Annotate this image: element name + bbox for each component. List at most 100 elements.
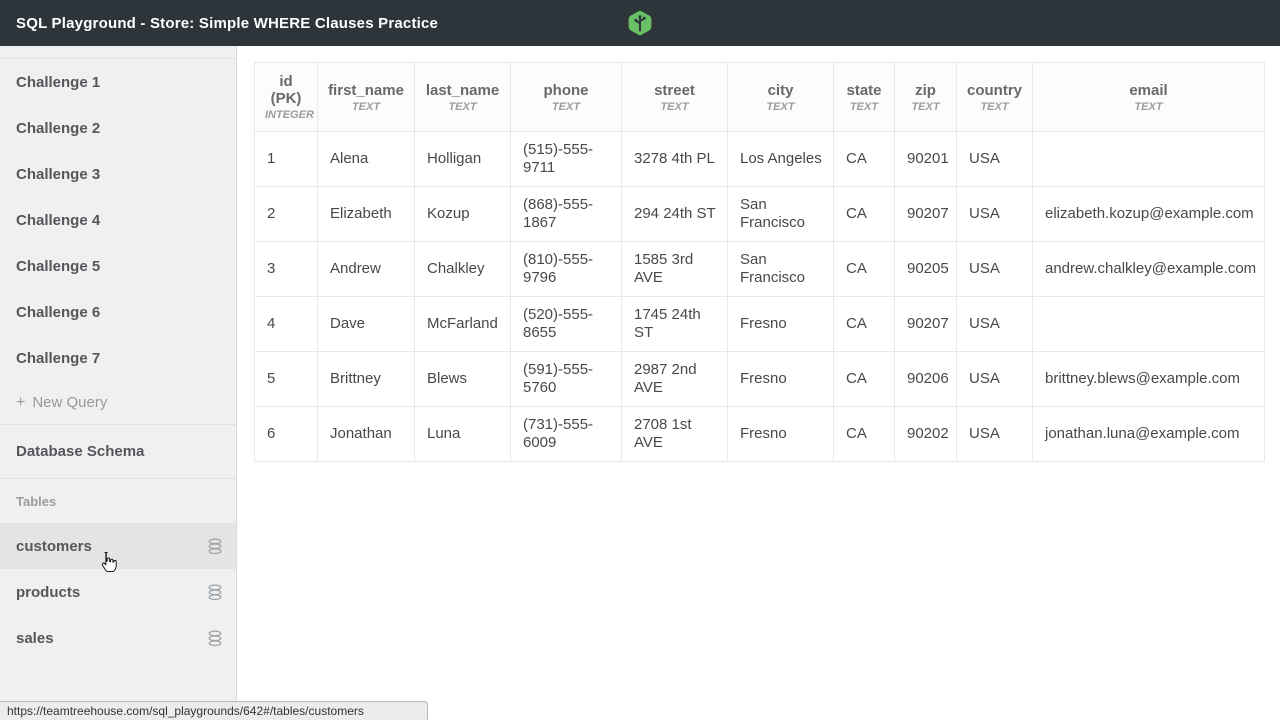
sidebar-item-challenge-4[interactable]: Challenge 4 [16,211,101,229]
cell-street: 294 24th ST [621,186,728,242]
cell-city: Fresno [727,351,834,407]
column-type: INTEGER [265,109,314,121]
cell-zip: 90207 [894,186,957,242]
sidebar-table-products[interactable]: products [0,569,236,615]
plus-icon: + [16,393,26,411]
cell-state: CA [833,351,895,407]
column-name: first_name [328,81,404,99]
cell-zip: 90202 [894,406,957,462]
sidebar: Challenge 1 Challenge 2 Challenge 3 Challen… [0,46,237,720]
cell-last_name: Holligan [414,131,511,187]
cell-first_name: Elizabeth [317,186,415,242]
column-type: TEXT [766,100,795,113]
cell-country: USA [956,296,1033,352]
column-header-state: state TEXT [833,62,895,132]
column-type: TEXT [911,100,940,113]
cell-last_name: Chalkley [414,241,511,297]
column-name: phone [543,81,589,99]
cell-email: andrew.chalkley@example.com [1032,241,1265,297]
cell-country: USA [956,131,1033,187]
column-header-id: id (PK) INTEGER [254,62,318,132]
table-name-label: customers [16,537,92,555]
database-icon [207,630,223,647]
column-name: last_name [425,81,500,99]
cell-id: 6 [254,406,318,462]
window-title: SQL Playground - Store: Simple WHERE Cla… [16,14,439,32]
column-header-last_name: last_name TEXT [414,62,511,132]
column-name: street [654,81,695,99]
database-icon [207,584,223,601]
cell-country: USA [956,241,1033,297]
cell-phone: (520)-555-8655 [510,296,622,352]
cell-zip: 90206 [894,351,957,407]
cell-city: San Francisco [727,186,834,242]
cell-last_name: Luna [414,406,511,462]
cell-first_name: Dave [317,296,415,352]
cell-street: 2708 1st AVE [621,406,728,462]
page-body: Challenge 1 Challenge 2 Challenge 3 Challen… [0,46,1280,720]
table-row: 2 Elizabeth Kozup (868)-555-1867 294 24th ST… [254,186,1265,242]
challenge-list: Challenge 1 Challenge 2 Challenge 3 Challen… [0,58,236,381]
cell-last_name: Blews [414,351,511,407]
column-header-country: country TEXT [956,62,1033,132]
cell-id: 1 [254,131,318,187]
cell-street: 1585 3rd AVE [621,241,728,297]
status-url-tooltip: https://teamtreehouse.com/sql_playground… [0,701,428,720]
cell-email: brittney.blews@example.com [1032,351,1265,407]
cell-first_name: Brittney [317,351,415,407]
column-name: zip [915,81,936,99]
cell-email [1032,296,1265,352]
treehouse-logo-icon[interactable] [628,10,652,36]
cell-email: jonathan.luna@example.com [1032,406,1265,462]
cell-first_name: Jonathan [317,406,415,462]
sidebar-item-challenge-7[interactable]: Challenge 7 [16,349,101,367]
sidebar-item-challenge-2[interactable]: Challenge 2 [16,119,101,137]
cell-zip: 90201 [894,131,957,187]
sidebar-item-challenge-1[interactable]: Challenge 1 [16,73,101,91]
cell-zip: 90205 [894,241,957,297]
column-name: email [1129,81,1168,99]
sidebar-item-challenge-5[interactable]: Challenge 5 [16,257,101,275]
cell-phone: (810)-555-9796 [510,241,622,297]
cell-city: Fresno [727,406,834,462]
cell-street: 2987 2nd AVE [621,351,728,407]
column-header-zip: zip TEXT [894,62,957,132]
cell-state: CA [833,131,895,187]
sidebar-table-customers[interactable]: customers [0,523,236,569]
column-type: TEXT [1134,100,1163,113]
new-query-button[interactable]: + New Query [0,381,236,425]
sidebar-table-sales[interactable]: sales [0,615,236,661]
table-row: 5 Brittney Blews (591)-555-5760 2987 2nd AVE… [254,351,1265,407]
cell-street: 1745 24th ST [621,296,728,352]
column-name: country [967,81,1023,99]
cell-street: 3278 4th PL [621,131,728,187]
cell-zip: 90207 [894,296,957,352]
cell-email: elizabeth.kozup@example.com [1032,186,1265,242]
cell-city: San Francisco [727,241,834,297]
cell-first_name: Andrew [317,241,415,297]
table-row: 6 Jonathan Luna (731)-555-6009 2708 1st AVE F… [254,406,1265,462]
column-header-first_name: first_name TEXT [317,62,415,132]
column-header-email: email TEXT [1032,62,1265,132]
cell-phone: (515)-555-9711 [510,131,622,187]
cell-country: USA [956,406,1033,462]
tables-section-label: Tables [16,493,57,509]
cell-city: Fresno [727,296,834,352]
table-row: 4 Dave McFarland (520)-555-8655 1745 24th ST… [254,296,1265,352]
table-row: 3 Andrew Chalkley (810)-555-9796 1585 3rd AV… [254,241,1265,297]
column-header-city: city TEXT [727,62,834,132]
database-icon [207,538,223,555]
cell-phone: (868)-555-1867 [510,186,622,242]
cell-id: 3 [254,241,318,297]
column-header-phone: phone TEXT [510,62,622,132]
cell-last_name: McFarland [414,296,511,352]
column-type: TEXT [849,100,879,113]
column-type: TEXT [980,100,1009,113]
cell-id: 2 [254,186,318,242]
cell-email [1032,131,1265,187]
sidebar-item-challenge-3[interactable]: Challenge 3 [16,165,101,183]
column-type: TEXT [351,100,381,113]
database-schema-link[interactable]: Database Schema [0,425,236,479]
sidebar-item-challenge-6[interactable]: Challenge 6 [16,303,101,321]
